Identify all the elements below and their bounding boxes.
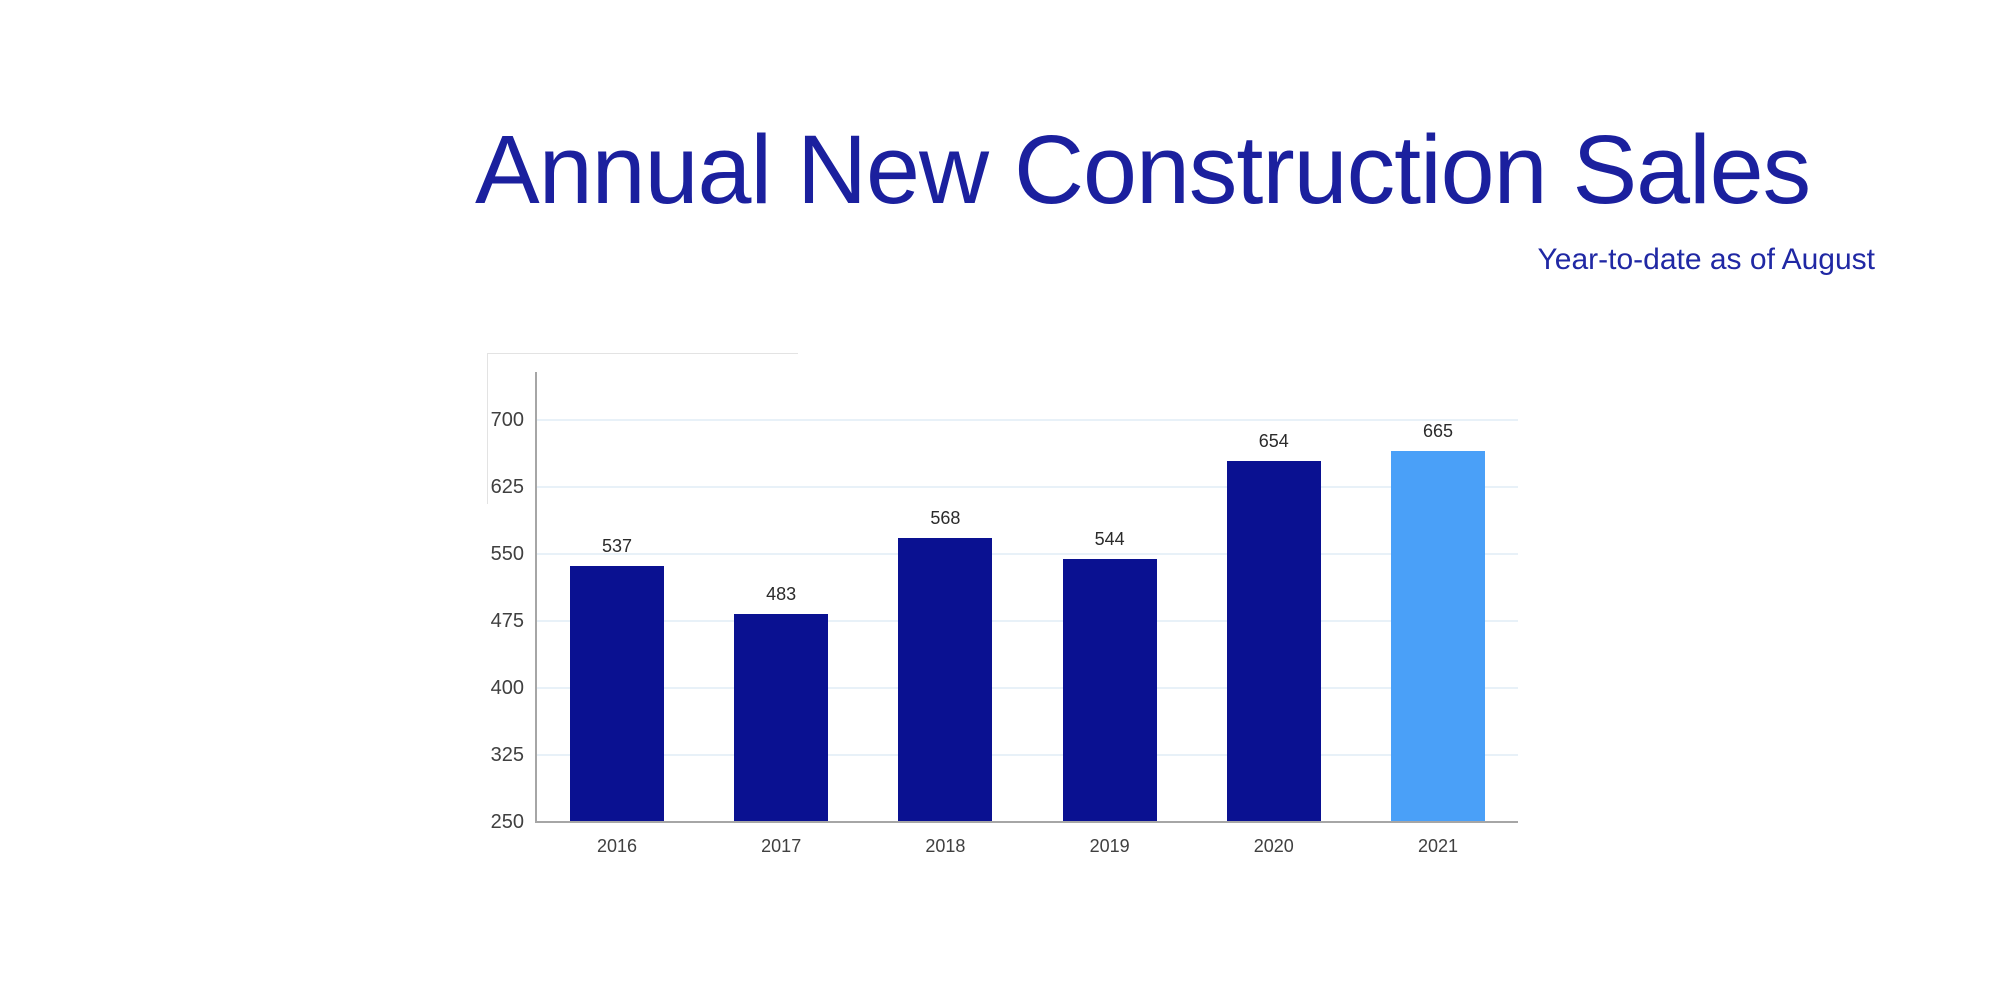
gridline: [536, 419, 1518, 421]
gridline: [536, 553, 1518, 555]
overlay-panel-outline: [487, 353, 798, 504]
y-tick-label: 325: [490, 744, 524, 766]
x-category-label: 2019: [1089, 836, 1130, 856]
gridline: [536, 486, 1518, 488]
gridline: [536, 754, 1518, 756]
y-tick-label: 400: [490, 677, 524, 699]
gridline: [536, 687, 1518, 689]
bar-2016: [570, 565, 664, 822]
bar-value-label: 568: [930, 507, 961, 528]
y-tick-label: 475: [490, 610, 524, 632]
bar-value-label: 665: [1422, 421, 1454, 442]
chart-title: Annual New Construction Sales: [475, 115, 1811, 224]
bar-2017: [734, 613, 829, 822]
y-tick-label: 250: [490, 811, 524, 833]
bar-2018: [898, 537, 993, 822]
y-axis-line: [535, 372, 537, 822]
y-tick-label: 625: [490, 476, 524, 498]
bar-value-label: 544: [1094, 529, 1125, 550]
chart-subtitle: Year-to-date as of August: [1537, 243, 1875, 276]
bar-value-label: 483: [766, 583, 797, 604]
x-axis-line: [535, 821, 1518, 823]
bar-2021: [1391, 451, 1485, 822]
y-tick-label: 700: [490, 409, 524, 431]
x-category-label: 2017: [761, 836, 802, 856]
bar-value-label: 537: [601, 535, 633, 556]
bar-2020: [1226, 461, 1321, 822]
bar-2019: [1062, 559, 1157, 822]
x-category-label: 2016: [596, 836, 638, 856]
x-category-label: 2021: [1417, 836, 1459, 856]
bar-value-label: 654: [1258, 431, 1289, 452]
gridline: [536, 620, 1518, 622]
y-tick-label: 550: [490, 543, 524, 565]
x-category-label: 2018: [925, 836, 966, 856]
x-category-label: 2020: [1253, 836, 1294, 856]
